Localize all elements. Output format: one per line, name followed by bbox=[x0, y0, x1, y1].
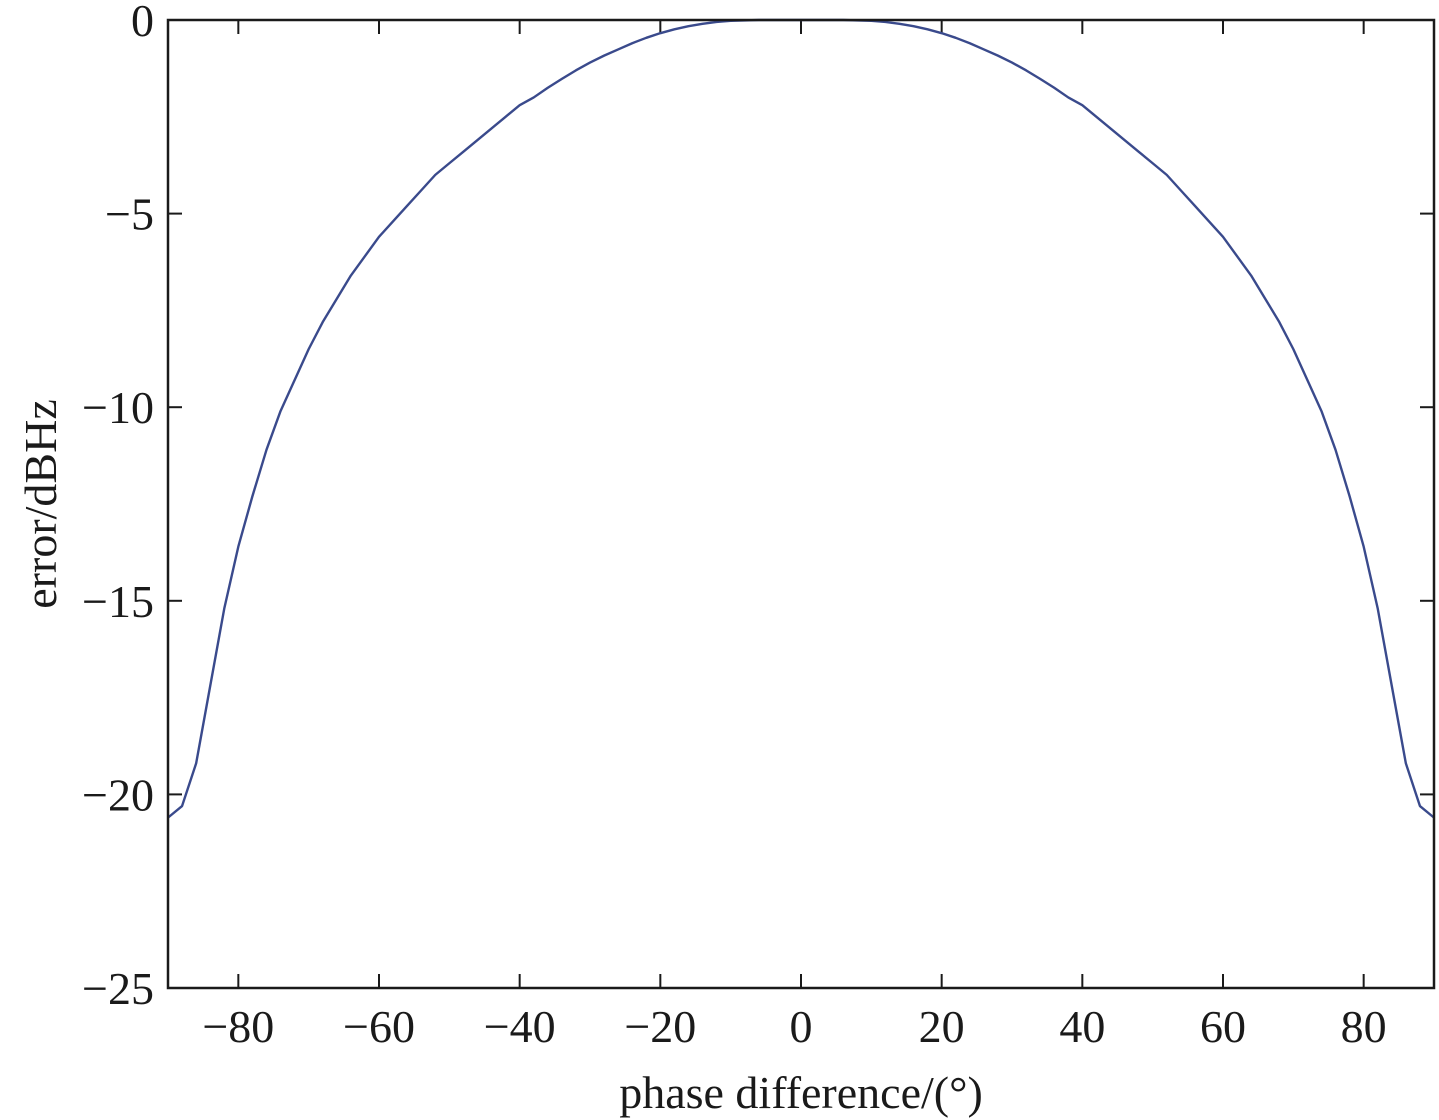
x-tick-label: 40 bbox=[1059, 1001, 1105, 1052]
y-tick-label: 0 bbox=[131, 0, 154, 46]
x-axis-label: phase difference/(°) bbox=[619, 1067, 983, 1118]
x-tick-label: 0 bbox=[790, 1001, 813, 1052]
y-tick-label: −5 bbox=[105, 189, 154, 240]
x-tick-label: −40 bbox=[484, 1001, 556, 1052]
y-axis-label: error/dBHz bbox=[15, 399, 66, 608]
y-tick-label: −15 bbox=[82, 576, 154, 627]
y-tick-label: −10 bbox=[82, 382, 154, 433]
axis-tick-labels: −80 −60 −40 −20 0 20 40 60 80 0 −5 −10 −15 −20 −25 bbox=[82, 0, 1387, 1052]
x-tick-label: 80 bbox=[1341, 1001, 1387, 1052]
x-tick-label: −20 bbox=[624, 1001, 696, 1052]
x-tick-label: −60 bbox=[343, 1001, 415, 1052]
y-tick-label: −20 bbox=[82, 769, 154, 820]
plot-frame bbox=[166, 18, 1436, 990]
x-tick-label: 20 bbox=[919, 1001, 965, 1052]
y-tick-label: −25 bbox=[82, 963, 154, 1014]
x-tick-label: −80 bbox=[202, 1001, 274, 1052]
x-tick-label: 60 bbox=[1200, 1001, 1246, 1052]
